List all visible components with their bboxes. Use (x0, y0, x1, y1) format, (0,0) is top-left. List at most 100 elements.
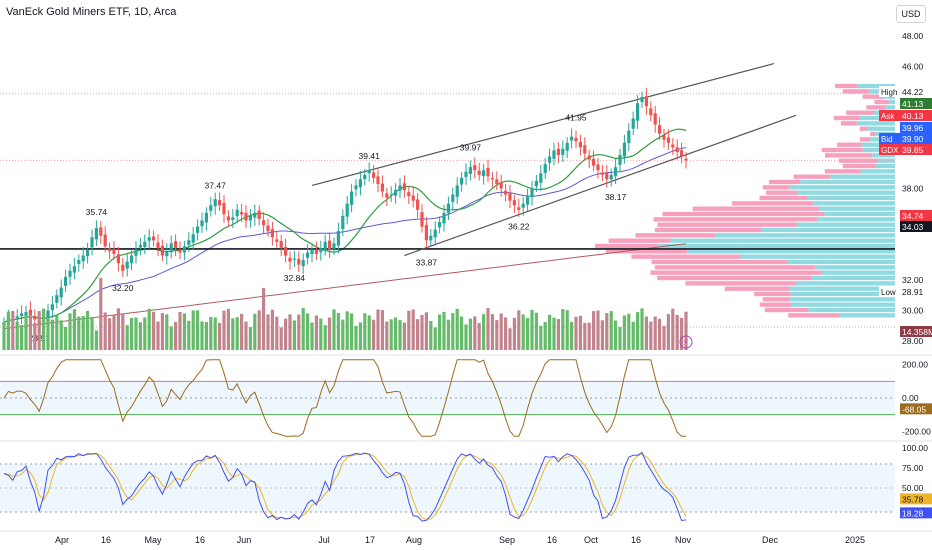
volume-bar (614, 320, 618, 350)
volume-profile-bar (789, 286, 895, 291)
volume-bar (292, 320, 296, 350)
volume-bar (156, 321, 160, 350)
volume-profile-bar (685, 281, 796, 286)
candle-body (398, 185, 402, 191)
price-annotation: 39.97 (460, 142, 482, 152)
volume-profile-bar (759, 195, 807, 201)
volume-bar (499, 313, 503, 350)
candle-body (671, 144, 675, 148)
price-annotation: 32.84 (284, 273, 306, 283)
volume-bar (99, 277, 103, 350)
volume-profile-bar (654, 265, 815, 270)
price-badge-tag (879, 133, 901, 144)
volume-bar (556, 319, 560, 350)
volume-bar (253, 313, 257, 350)
candle-body (350, 191, 354, 205)
volume-bar (592, 311, 596, 350)
price-annotation: 33.87 (416, 257, 438, 267)
candle-body (534, 180, 538, 187)
volume-bar (116, 308, 120, 350)
time-axis-label: Aug (406, 535, 422, 545)
candle-body (143, 241, 147, 248)
candle-body (499, 182, 503, 189)
candle-body (226, 216, 230, 221)
volume-bar (24, 315, 28, 350)
candle-body (490, 177, 494, 180)
volume-profile-bar (759, 302, 791, 307)
volume-profile-bar (819, 206, 895, 211)
volume-profile-bar (790, 291, 895, 297)
price-badge-value: 34.03 (902, 222, 924, 232)
volume-bar (235, 317, 239, 350)
volume-bar (310, 322, 314, 350)
volume-profile-bar (769, 179, 801, 185)
volume-bar (55, 315, 59, 350)
candle-body (622, 142, 626, 157)
candle-body (103, 234, 107, 247)
volume-bar (482, 314, 486, 350)
candle-body (77, 260, 81, 264)
stoch-k-badge (900, 507, 932, 519)
channel-lower-line (404, 114, 797, 257)
volume-profile-bar (796, 190, 895, 195)
candle-body (508, 193, 512, 201)
volume-bar (284, 318, 288, 350)
candle-body (121, 264, 125, 271)
candle-body (570, 136, 574, 141)
volume-bar (376, 309, 380, 350)
candle-body (182, 246, 186, 253)
volume-bar (662, 325, 666, 350)
candle-body (631, 118, 635, 129)
volume-profile-bar (635, 233, 715, 238)
candle-body (627, 130, 631, 144)
volume-profile-bar (789, 185, 895, 190)
volume-bar (248, 327, 252, 350)
price-badge (900, 221, 932, 232)
currency-button[interactable]: USD (896, 5, 926, 23)
volume-bar (270, 309, 274, 350)
volume-bar (279, 327, 283, 350)
volume-profile-bar (870, 131, 876, 137)
time-axis-label: Nov (675, 535, 692, 545)
candle-body (446, 203, 450, 214)
time-axis-label: May (144, 535, 162, 545)
price-annotation: 35.74 (86, 207, 108, 217)
volume-bar (345, 311, 349, 350)
candle-body (420, 212, 424, 227)
candle-body (55, 295, 59, 303)
volume-bar (583, 322, 587, 350)
volume-profile-bar (812, 201, 895, 206)
candle-body (367, 170, 371, 174)
volume-bar (389, 319, 393, 350)
candle-body (46, 310, 50, 323)
volume-bar (600, 320, 604, 350)
volume-bar (354, 326, 358, 350)
candle-body (174, 241, 178, 248)
volume-bar (504, 317, 508, 350)
candle-body (169, 243, 173, 253)
candle-body (640, 97, 644, 103)
volume-profile-bar (761, 227, 895, 233)
volume-profile-bar (867, 126, 895, 131)
candle-body (578, 141, 582, 148)
candle-body (358, 179, 362, 188)
candle-body (218, 200, 222, 206)
volume-bar (218, 322, 222, 350)
volume-bar (402, 322, 406, 350)
volume-bar (6, 311, 10, 350)
candle-body (204, 212, 208, 223)
volume-bar (446, 319, 450, 350)
volume-bar (244, 321, 248, 350)
volume-bar (508, 328, 512, 350)
candle-body (266, 225, 270, 232)
candle-body (336, 231, 340, 246)
volume-profile-bar (650, 270, 822, 275)
volume-bar (257, 310, 261, 350)
volume-profile-bar (872, 153, 895, 158)
volume-bar (209, 316, 213, 350)
candle-body (178, 249, 182, 253)
candle-body (394, 190, 398, 196)
candle-body (314, 249, 318, 255)
price-badge-value: 34.74 (902, 211, 924, 221)
